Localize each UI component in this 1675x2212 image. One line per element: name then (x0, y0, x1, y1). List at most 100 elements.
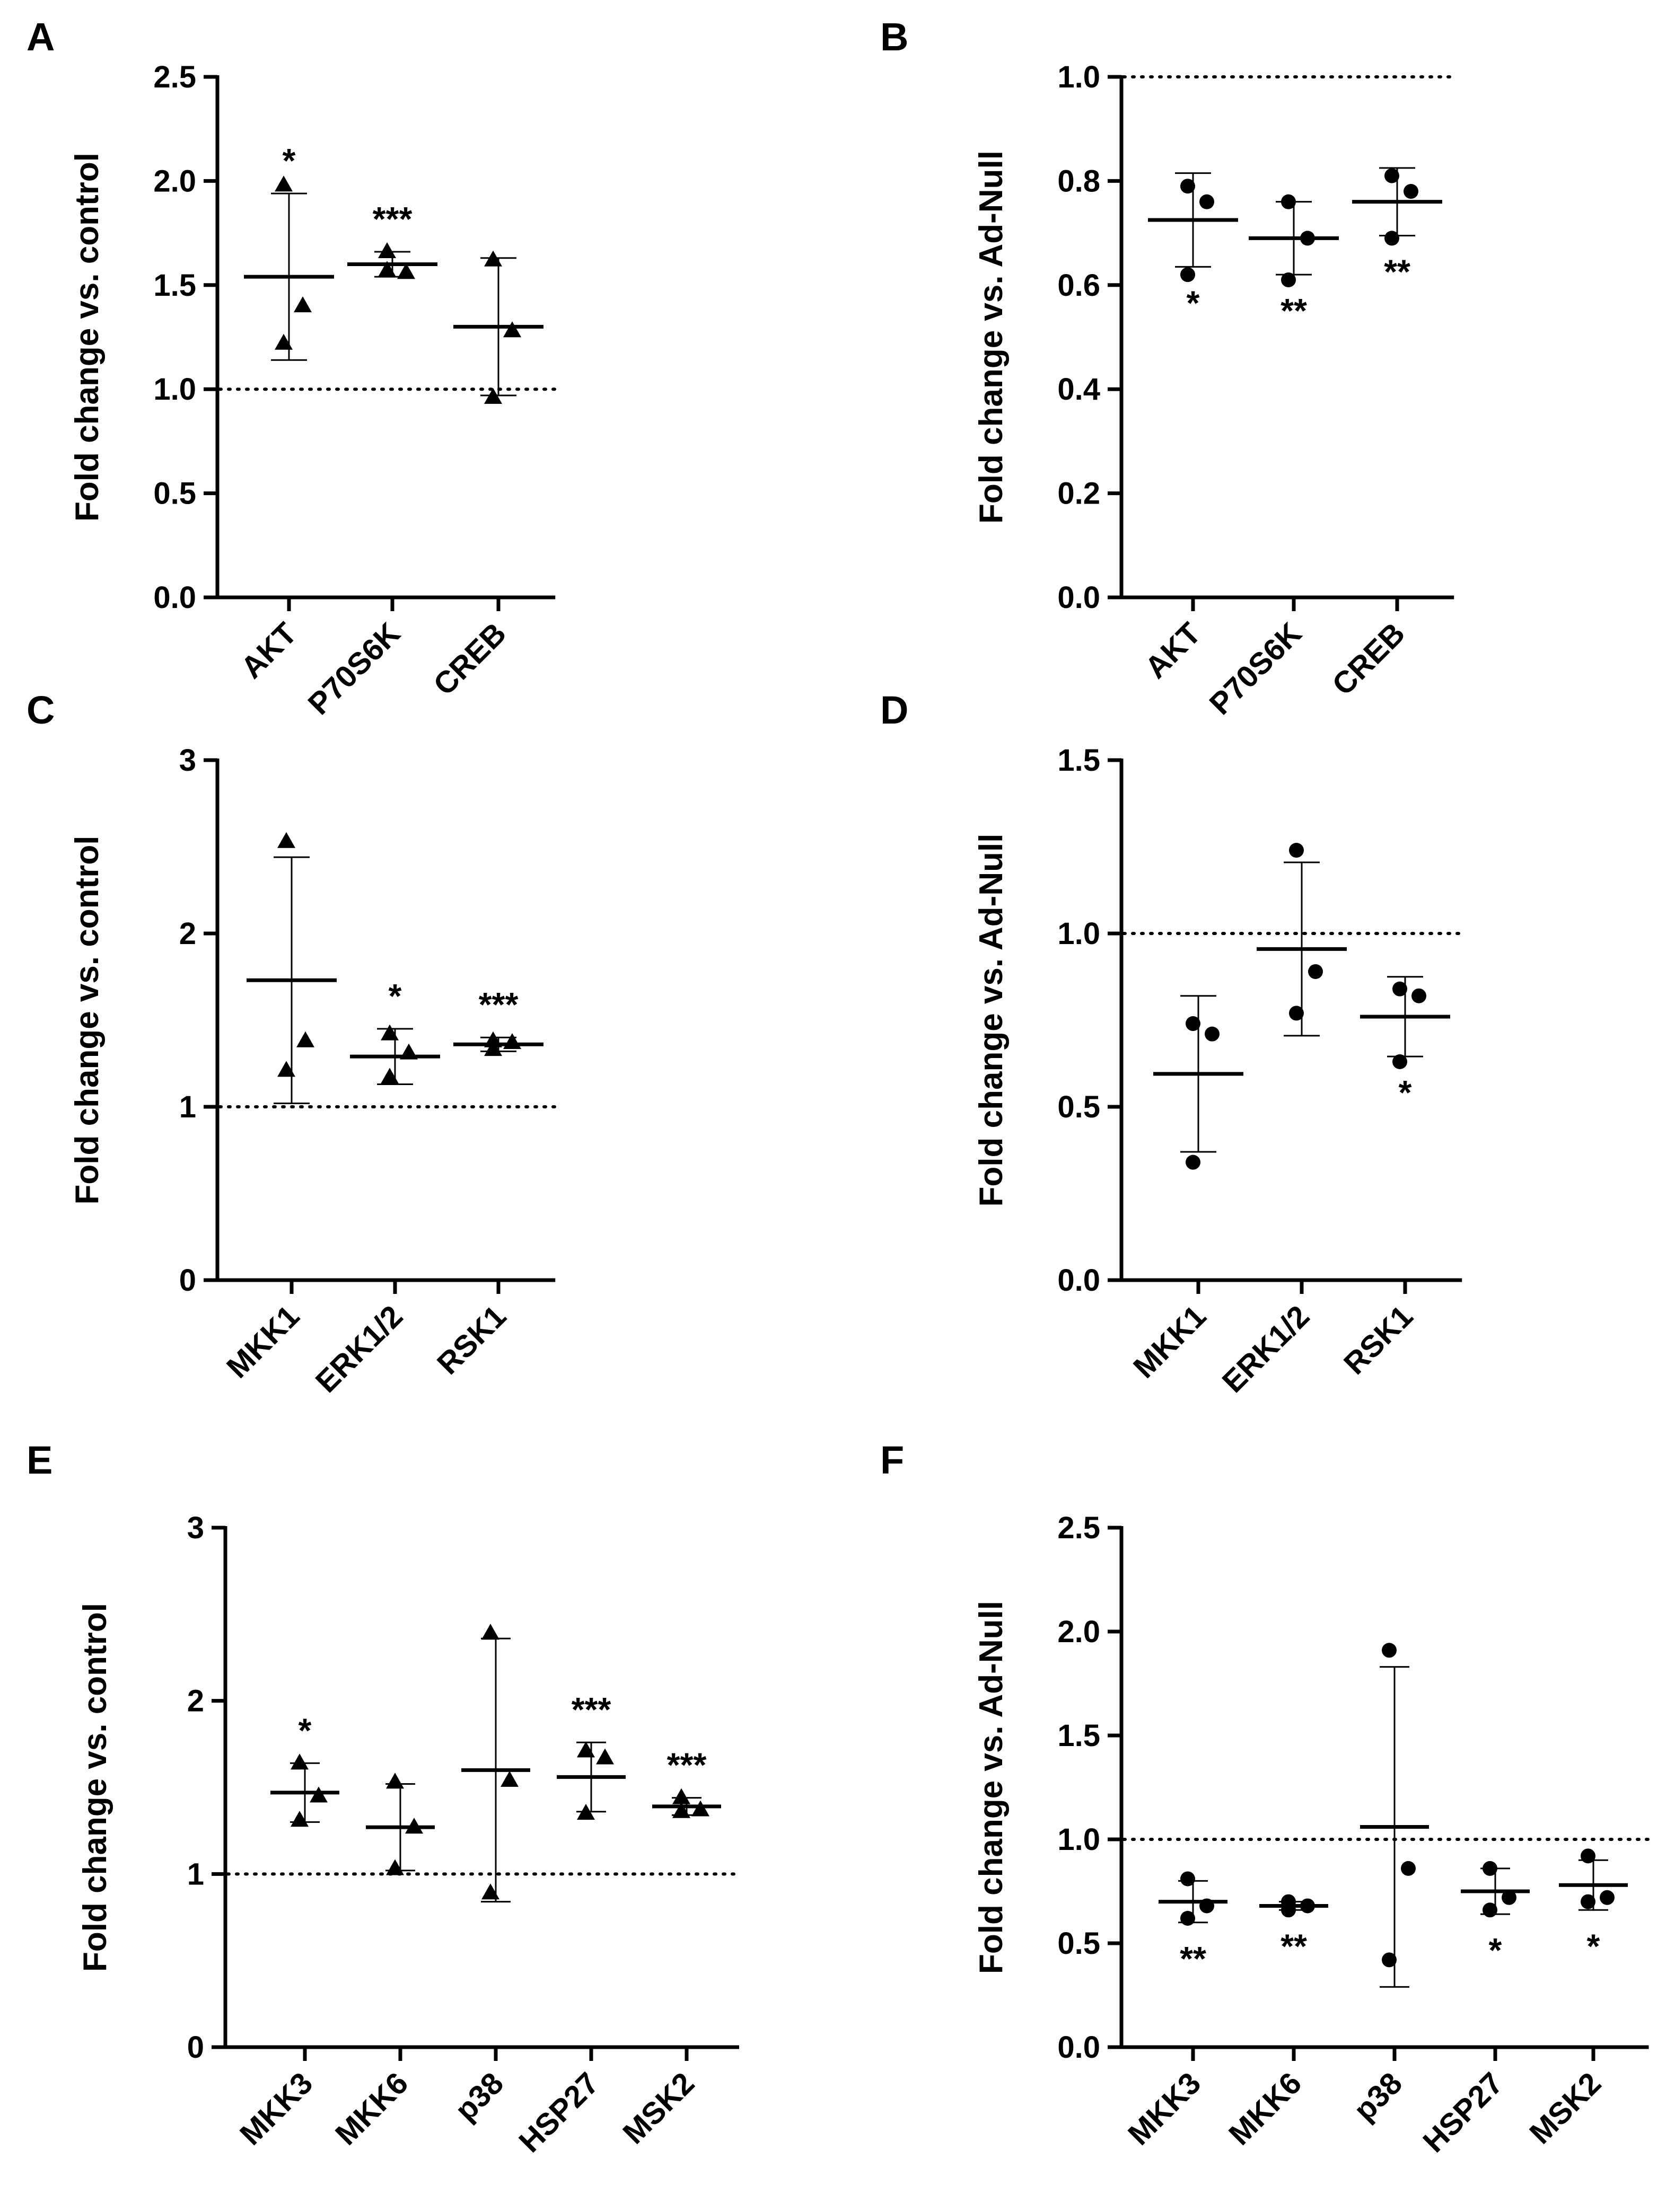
y-tick-label: 2.0 (153, 164, 196, 198)
x-tick-label: MKK1 (220, 1299, 306, 1385)
data-point-circle (1180, 1910, 1195, 1926)
data-point-circle (1401, 1861, 1416, 1876)
data-point-triangle (378, 242, 396, 258)
y-tick-label: 0.5 (153, 477, 196, 511)
y-tick-label: 0.6 (1057, 268, 1100, 303)
panel-letter: D (880, 688, 908, 732)
x-tick-label: MKK3 (233, 2066, 319, 2152)
x-tick-label: p38 (1347, 2066, 1409, 2128)
data-point-triangle (577, 1741, 595, 1758)
y-tick-label: 0 (187, 2030, 204, 2065)
category-mkk3: MKK3 * (233, 1711, 339, 2152)
y-tick-label: 0.4 (1057, 372, 1100, 407)
y-tick-label: 1.5 (153, 268, 196, 303)
significance-label: *** (572, 1690, 611, 1729)
x-tick-label: CREB (1326, 616, 1411, 702)
significance-label: *** (373, 200, 413, 238)
x-tick-label: MSK2 (1523, 2066, 1608, 2151)
y-axis-title: Fold change vs. Ad-Null (973, 834, 1010, 1207)
y-tick-label: 1 (187, 1857, 204, 1891)
y-tick-label: 1.0 (153, 372, 196, 407)
data-point-triangle (481, 1883, 499, 1900)
y-tick-label: 2 (187, 1684, 204, 1719)
data-point-circle (1289, 843, 1304, 858)
data-point-triangle (596, 1748, 614, 1765)
significance-label: * (1489, 1931, 1502, 1969)
data-point-triangle (277, 1061, 295, 1077)
category-creb: CREB ** (1326, 167, 1442, 702)
y-tick-label: 2 (179, 916, 196, 951)
data-point-triangle (294, 296, 312, 313)
data-point-triangle (397, 263, 415, 279)
y-axis-title: Fold change vs. control (77, 1603, 113, 1972)
data-point-triangle (672, 1788, 690, 1804)
category-p38: p38 (449, 1624, 530, 2128)
data-point-circle (1186, 1155, 1200, 1170)
y-tick-label: 1.0 (1057, 916, 1100, 951)
panel-letter: C (27, 688, 55, 732)
data-point-circle (1382, 1643, 1397, 1658)
data-point-triangle (484, 250, 502, 267)
x-tick-label: ERK1/2 (309, 1299, 410, 1399)
data-point-circle (1281, 272, 1296, 287)
x-tick-label: P70S6K (1203, 616, 1308, 721)
data-point-circle (1392, 981, 1407, 997)
data-point-circle (1384, 168, 1399, 183)
data-point-circle (1392, 1054, 1407, 1069)
x-tick-label: MSK2 (616, 2066, 701, 2151)
x-tick-label: ERK1/2 (1216, 1299, 1317, 1399)
category-akt: AKT * (234, 142, 334, 685)
data-point-circle (1483, 1902, 1497, 1918)
x-tick-label: MKK1 (1127, 1299, 1213, 1385)
x-tick-label: HSP27 (1416, 2066, 1510, 2159)
category-mkk1: MKK1 (220, 832, 337, 1385)
significance-label: ** (1384, 253, 1410, 291)
data-point-triangle (275, 175, 293, 192)
data-point-triangle (484, 387, 502, 404)
y-tick-label: 0.0 (1057, 1263, 1100, 1298)
x-tick-label: p38 (449, 2066, 511, 2128)
y-tick-label: 1.5 (1057, 1719, 1100, 1753)
data-point-triangle (310, 1786, 328, 1803)
y-tick-label: 2.5 (1057, 1511, 1100, 1545)
y-tick-label: 1 (179, 1090, 196, 1124)
data-point-triangle (291, 1811, 309, 1827)
data-point-triangle (691, 1800, 709, 1817)
x-tick-label: MKK6 (329, 2066, 415, 2152)
data-point-circle (1581, 1894, 1595, 1909)
y-axis-title: Fold change vs. Ad-Null (973, 1601, 1010, 1974)
data-point-circle (1199, 194, 1214, 209)
y-tick-label: 0.5 (1057, 1090, 1100, 1124)
significance-label: ** (1281, 1927, 1307, 1965)
x-tick-label: AKT (234, 616, 303, 685)
category-creb: CREB (427, 250, 543, 702)
y-tick-label: 0 (179, 1263, 196, 1298)
data-point-circle (1384, 231, 1399, 246)
panel-a: A 0.0 0.5 1.0 1.5 2.0 2.5 Fold change vs. contr… (27, 15, 557, 721)
data-point-circle (1600, 1890, 1615, 1905)
category-mkk6: MKK6 (329, 1773, 435, 2152)
y-tick-label: 0.5 (1057, 1926, 1100, 1961)
significance-label: ** (1180, 1940, 1206, 1978)
data-point-triangle (386, 1773, 404, 1789)
y-tick-label: 1.0 (1057, 1822, 1100, 1857)
data-point-triangle (386, 1859, 404, 1875)
significance-label: * (1399, 1073, 1412, 1112)
data-point-triangle (484, 1040, 502, 1056)
data-point-triangle (291, 1753, 309, 1770)
data-point-triangle (277, 832, 295, 848)
data-point-circle (1411, 988, 1426, 1003)
panel-letter: E (27, 1438, 52, 1482)
data-point-triangle (501, 1770, 519, 1787)
category-msk2: MSK2 *** (616, 1746, 721, 2151)
category-akt: AKT * (1138, 172, 1238, 685)
data-point-triangle (503, 321, 521, 338)
data-point-circle (1502, 1890, 1516, 1905)
data-point-circle (1180, 267, 1195, 283)
y-tick-label: 0.8 (1057, 164, 1100, 198)
data-point-triangle (577, 1804, 595, 1820)
category-hsp27: HSP27 *** (512, 1690, 626, 2159)
significance-label: * (299, 1711, 312, 1749)
panel-c: C 0 1 2 3 Fold change vs. control MKK1 ERK1/2 * R… (27, 688, 557, 1399)
significance-label: *** (667, 1746, 707, 1784)
